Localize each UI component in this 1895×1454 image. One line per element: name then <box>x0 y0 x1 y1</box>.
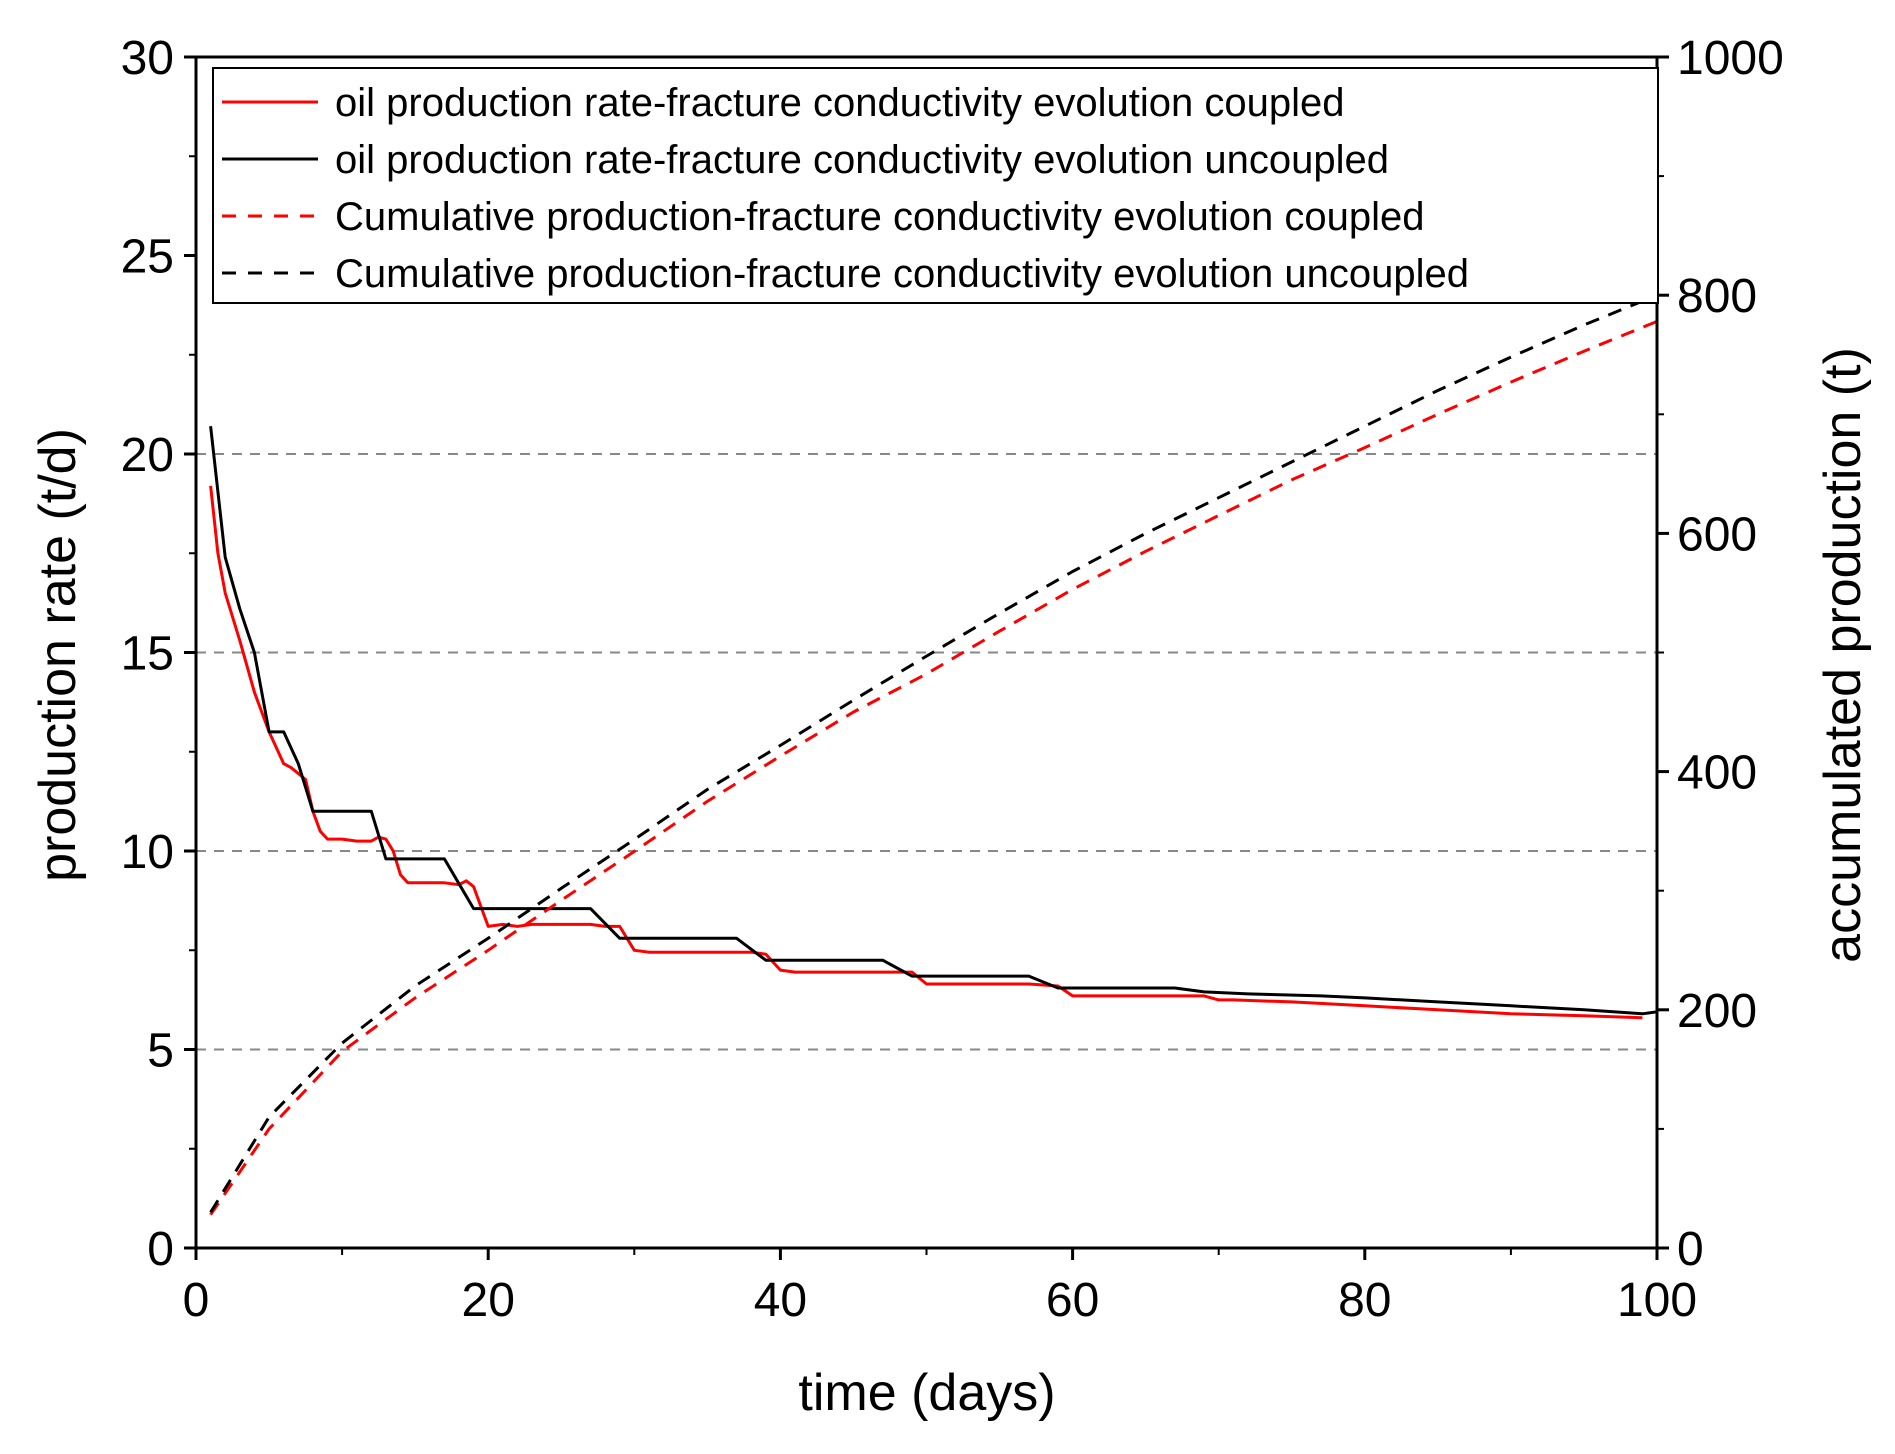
y-tick-label: 15 <box>121 628 174 681</box>
y-tick-label: 25 <box>121 231 174 284</box>
y2-axis-title: accumulated production (t) <box>1814 347 1872 963</box>
y2-tick-label: 0 <box>1677 1223 1704 1276</box>
y-tick-label: 10 <box>121 826 174 879</box>
y2-tick-label: 600 <box>1677 508 1757 561</box>
y-axis-title: production rate (t/d) <box>29 428 87 882</box>
legend-label-1: oil production rate-fracture conductivit… <box>335 81 1344 125</box>
y-tick-label: 0 <box>147 1223 174 1276</box>
y-tick-label: 30 <box>121 32 174 85</box>
x-tick-label: 80 <box>1338 1274 1391 1327</box>
y2-tick-label: 400 <box>1677 747 1757 800</box>
legend-label-4: Cumulative production-fracture conductiv… <box>335 252 1469 296</box>
y-tick-label: 5 <box>147 1025 174 1078</box>
grid-layer <box>196 453 1657 1051</box>
legend-label-3: Cumulative production-fracture conductiv… <box>335 195 1424 239</box>
series-line-2 <box>209 426 1658 1016</box>
x-axis-title: time (days) <box>798 1364 1055 1422</box>
x-tick-label: 40 <box>754 1274 807 1327</box>
ticks-layer: 0 20 40 60 80 1000510152025300200400600800100… <box>121 32 1784 1327</box>
series-layer <box>209 293 1658 1216</box>
series-line-3 <box>209 320 1658 1216</box>
legend: oil production rate-fracture conductivit… <box>212 67 1659 304</box>
x-tick-label: 100 <box>1617 1274 1697 1327</box>
series-line-1 <box>209 485 1643 1020</box>
legend-entries: oil production rate-fracture conductivit… <box>222 81 1469 296</box>
y-tick-label: 20 <box>121 429 174 482</box>
legend-label-2: oil production rate-fracture conductivit… <box>335 138 1389 182</box>
legend-box <box>212 67 1659 304</box>
x-tick-label: 60 <box>1046 1274 1099 1327</box>
x-tick-label: 0 <box>183 1274 210 1327</box>
series-line-4 <box>209 293 1658 1214</box>
y2-tick-label: 800 <box>1677 270 1757 323</box>
x-tick-label: 20 <box>462 1274 515 1327</box>
y2-tick-label: 200 <box>1677 985 1757 1038</box>
y2-tick-label: 1000 <box>1677 32 1784 85</box>
